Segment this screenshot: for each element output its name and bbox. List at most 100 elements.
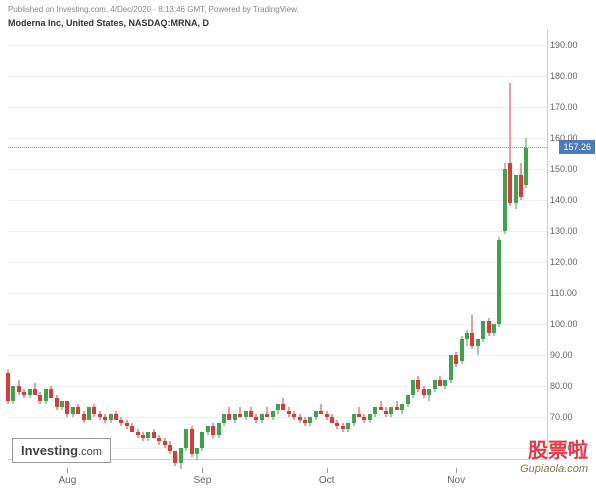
candle <box>60 30 64 460</box>
y-axis: 60.0070.0080.0090.00100.00110.00120.0013… <box>548 30 588 460</box>
candle <box>254 30 258 460</box>
candle <box>379 30 383 460</box>
candle <box>22 30 26 460</box>
candle <box>352 30 356 460</box>
candle <box>6 30 10 460</box>
candle <box>276 30 280 460</box>
candle <box>476 30 480 460</box>
candle <box>76 30 80 460</box>
candle <box>98 30 102 460</box>
candle <box>211 30 215 460</box>
candle <box>470 30 474 460</box>
candle <box>422 30 426 460</box>
candle <box>443 30 447 460</box>
candle <box>481 30 485 460</box>
candle <box>427 30 431 460</box>
candle <box>497 30 501 460</box>
candle <box>314 30 318 460</box>
x-tick-label: Aug <box>58 475 76 486</box>
candle <box>362 30 366 460</box>
candle <box>184 30 188 460</box>
candle <box>487 30 491 460</box>
candle <box>449 30 453 460</box>
candle <box>287 30 291 460</box>
candle <box>411 30 415 460</box>
candle <box>157 30 161 460</box>
candle <box>389 30 393 460</box>
x-tick-mark <box>67 468 68 473</box>
candle <box>298 30 302 460</box>
candle <box>395 30 399 460</box>
candle <box>460 30 464 460</box>
candle <box>433 30 437 460</box>
candle <box>271 30 275 460</box>
candlestick-chart[interactable]: 157.26 <box>8 30 548 460</box>
candle <box>341 30 345 460</box>
candle <box>49 30 53 460</box>
candle <box>92 30 96 460</box>
candle <box>222 30 226 460</box>
candle <box>173 30 177 460</box>
candle <box>238 30 242 460</box>
candle <box>265 30 269 460</box>
investing-logo: Investing.com <box>12 438 111 463</box>
y-tick-label: 190.00 <box>550 40 578 50</box>
y-tick-label: 110.00 <box>550 288 577 298</box>
candle <box>400 30 404 460</box>
candle <box>249 30 253 460</box>
candle <box>244 30 248 460</box>
candle <box>44 30 48 460</box>
candle <box>330 30 334 460</box>
candle <box>357 30 361 460</box>
candle <box>227 30 231 460</box>
candle <box>163 30 167 460</box>
y-tick-label: 120.00 <box>550 257 578 267</box>
x-tick-label: Sep <box>193 475 211 486</box>
candle <box>260 30 264 460</box>
candle <box>492 30 496 460</box>
candle <box>152 30 156 460</box>
candle <box>200 30 204 460</box>
candle <box>119 30 123 460</box>
candle <box>217 30 221 460</box>
candle <box>508 30 512 460</box>
candle <box>454 30 458 460</box>
candle <box>168 30 172 460</box>
x-tick-mark <box>202 468 203 473</box>
candle <box>292 30 296 460</box>
watermark-line2: Gupiaola.com <box>520 463 588 475</box>
watermark-line1: 股票啦 <box>520 434 588 463</box>
candle <box>384 30 388 460</box>
x-tick-mark <box>456 468 457 473</box>
y-tick-label: 150.00 <box>550 164 578 174</box>
candle <box>416 30 420 460</box>
candle <box>281 30 285 460</box>
candle <box>206 30 210 460</box>
candle <box>195 30 199 460</box>
candle <box>179 30 183 460</box>
candle <box>335 30 339 460</box>
candle <box>55 30 59 460</box>
candle <box>17 30 21 460</box>
candle <box>190 30 194 460</box>
candle <box>346 30 350 460</box>
candle <box>503 30 507 460</box>
candle <box>125 30 129 460</box>
candle <box>373 30 377 460</box>
y-tick-label: 160.00 <box>550 133 578 143</box>
candle <box>87 30 91 460</box>
candle <box>65 30 69 460</box>
y-tick-label: 100.00 <box>550 319 578 329</box>
candle <box>28 30 32 460</box>
publish-info: Published on Investing.com, 4/Dec/2020 -… <box>8 5 299 14</box>
candle <box>233 30 237 460</box>
candle <box>33 30 37 460</box>
candle <box>319 30 323 460</box>
watermark: 股票啦 Gupiaola.com <box>520 434 588 475</box>
x-tick-mark <box>327 468 328 473</box>
logo-text: Investing <box>21 443 78 458</box>
candle <box>406 30 410 460</box>
candle <box>11 30 15 460</box>
x-tick-label: Nov <box>447 475 465 486</box>
candle <box>146 30 150 460</box>
